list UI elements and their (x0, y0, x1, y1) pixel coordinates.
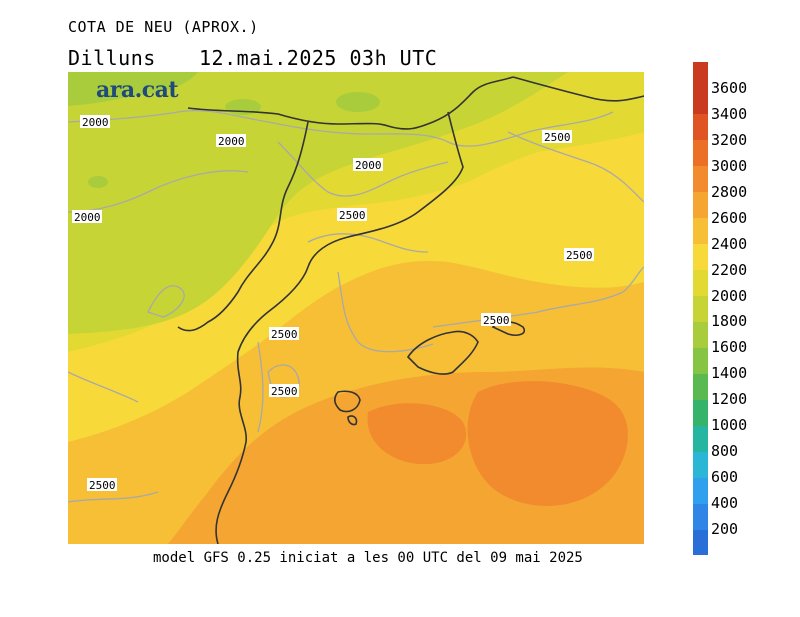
day-label: Dilluns (68, 46, 156, 70)
colorbar-segment (693, 399, 708, 426)
svg-text:2000: 2000 (82, 116, 109, 129)
colorbar-tick-label: 2000 (711, 286, 748, 305)
colorbar-segment (693, 451, 708, 478)
colorbar-segment (693, 165, 708, 193)
contour-label: 2500 (564, 248, 594, 262)
field-1800 (68, 72, 198, 106)
contour-label: 2500 (481, 313, 511, 327)
contour-label: 2500 (87, 478, 117, 492)
colorbar-tick-label: 1200 (711, 390, 748, 409)
colorbar-segment (693, 113, 708, 141)
svg-text:2500: 2500 (89, 479, 116, 492)
svg-text:2500: 2500 (339, 209, 366, 222)
snow-level-map: 2000 2000 2000 2000 2500 2500 (68, 72, 644, 544)
colorbar-tick-label: 400 (711, 494, 739, 513)
colorbar-segment (693, 529, 708, 556)
datetime-label: 12.mai.2025 03h UTC (199, 46, 438, 70)
contour-label: 2500 (269, 384, 299, 398)
colorbar-tick-label: 3000 (711, 156, 748, 175)
colorbar-segment (693, 425, 708, 452)
contour-label: 2000 (72, 210, 102, 224)
field-1800-patch (336, 92, 380, 112)
colorbar-segment (693, 373, 708, 400)
svg-text:2000: 2000 (74, 211, 101, 224)
colorbar-segment (693, 295, 708, 322)
colorbar-segment (693, 321, 708, 348)
contour-label: 2500 (269, 327, 299, 341)
colorbar-tick-label: 800 (711, 442, 739, 461)
colorbar-segment (693, 269, 708, 297)
colorbar-segment (693, 477, 708, 504)
colorbar-tick-label: 3600 (711, 78, 748, 97)
colorbar-tick-label: 1400 (711, 364, 748, 383)
colorbar-tick-label: 1800 (711, 312, 748, 331)
colorbar-tick-label: 2200 (711, 260, 748, 279)
colorbar (693, 62, 708, 556)
svg-text:2500: 2500 (271, 385, 298, 398)
svg-text:2500: 2500 (271, 328, 298, 341)
contour-labels: 2000 2000 2000 2000 2500 2500 (72, 115, 594, 492)
field-1800-patch (88, 176, 108, 188)
contour-label: 2500 (337, 208, 367, 222)
contour-label: 2000 (353, 158, 383, 172)
ara-cat-logo: ara.cat (96, 77, 179, 103)
colorbar-tick-label: 2800 (711, 182, 748, 201)
coastlines (177, 76, 644, 544)
colorbar-tick-label: 2600 (711, 208, 748, 227)
colorbar-segment (693, 191, 708, 219)
field-3000 (467, 381, 628, 506)
colorbar-tick-label: 1000 (711, 416, 748, 435)
svg-text:2500: 2500 (544, 131, 571, 144)
field-3000-patch (367, 403, 467, 465)
svg-text:2500: 2500 (483, 314, 510, 327)
colorbar-segment (693, 62, 708, 89)
colorbar-tick-label: 1600 (711, 338, 748, 357)
colorbar-tick-label: 200 (711, 520, 739, 539)
field-2000 (68, 72, 568, 334)
colorbar-tick-label: 3400 (711, 104, 748, 123)
colorbar-segment (693, 347, 708, 374)
colorbar-segment (693, 217, 708, 245)
colorbar-tick-label: 3200 (711, 130, 748, 149)
colorbar-tick-label: 2400 (711, 234, 748, 253)
svg-text:2500: 2500 (566, 249, 593, 262)
map-canvas: 2000 2000 2000 2000 2500 2500 (68, 72, 644, 544)
colorbar-tick-label: 600 (711, 468, 739, 487)
svg-text:2000: 2000 (218, 135, 245, 148)
colorbar-segment (693, 87, 708, 115)
model-run-footer: model GFS 0.25 iniciat a les 00 UTC del … (153, 550, 583, 566)
colorbar-segment (693, 503, 708, 530)
colorbar-segment (693, 139, 708, 167)
svg-text:2000: 2000 (355, 159, 382, 172)
colorbar-segment (693, 243, 708, 271)
contour-label: 2500 (542, 130, 572, 144)
chart-title: COTA DE NEU (APROX.) (68, 18, 259, 36)
contour-label: 2000 (216, 134, 246, 148)
contour-label: 2000 (80, 115, 110, 129)
valid-time: Dilluns 12.mai.2025 03h UTC (68, 46, 437, 70)
